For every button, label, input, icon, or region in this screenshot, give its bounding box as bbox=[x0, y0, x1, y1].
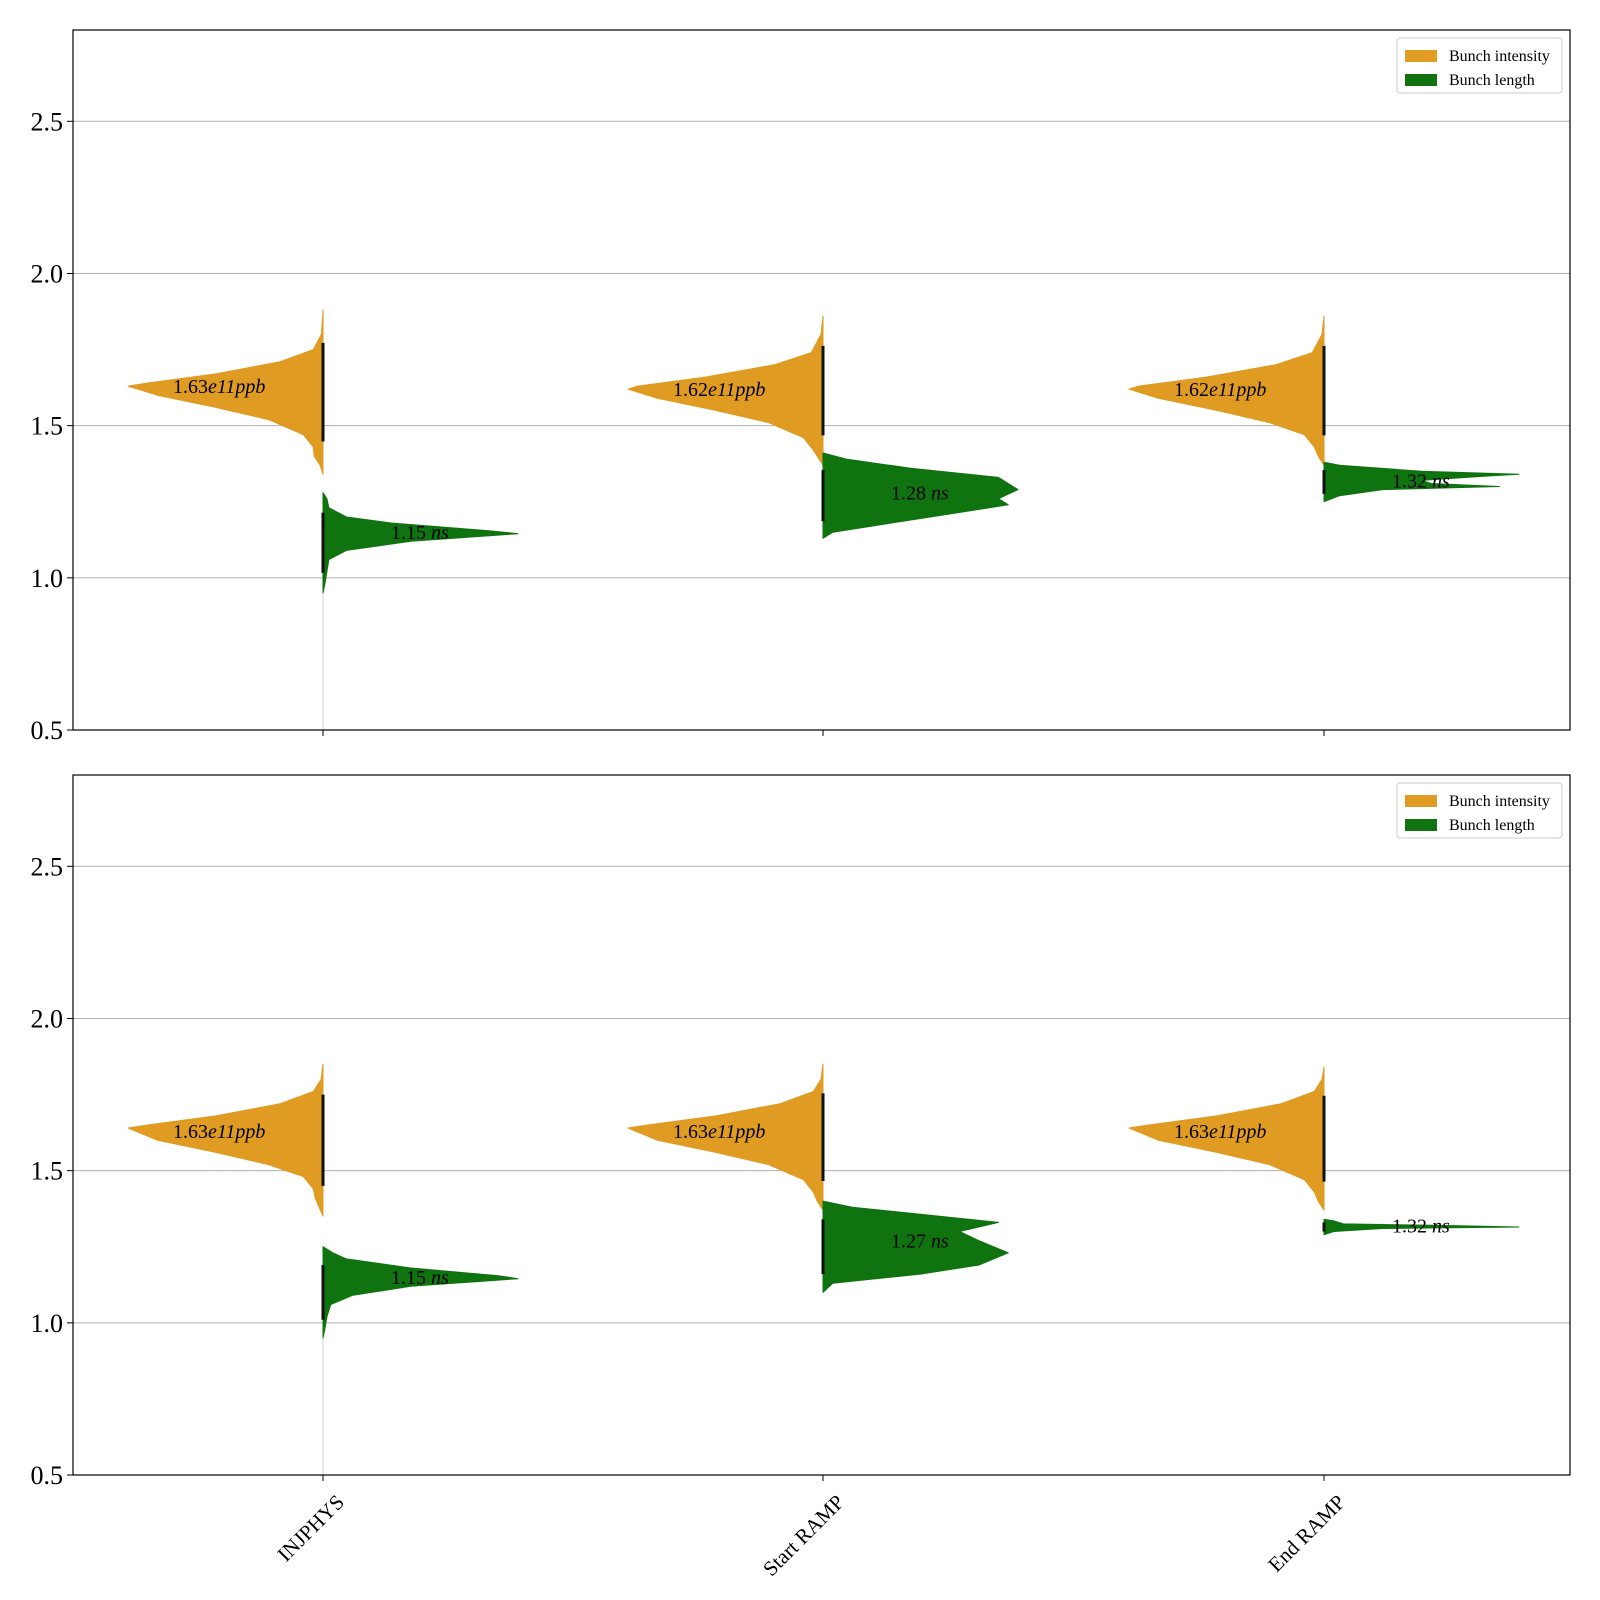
annotation-bunch-intensity-end-ramp: 1.62e11ppb bbox=[1174, 379, 1266, 401]
annotation-bunch-intensity-start-ramp: 1.62e11ppb bbox=[673, 379, 765, 401]
legend-box bbox=[1396, 37, 1563, 94]
violin-bunch-length-end-ramp bbox=[1323, 461, 1520, 503]
panel-2: 0.5 1.0 1.5 2.0 2.5 1.63e11ppb 1.63e11ppb 1.63e… bbox=[31, 774, 1571, 1581]
y-tick-label: 1.0 bbox=[31, 1309, 64, 1338]
legend-box bbox=[1396, 782, 1563, 839]
annotation-bunch-intensity-end-ramp: 1.63e11ppb bbox=[1174, 1121, 1266, 1143]
legend-label-bunch-length: Bunch length bbox=[1449, 817, 1535, 834]
y-tick-label: 2.0 bbox=[31, 1004, 64, 1033]
violin-bunch-intensity-end-ramp bbox=[1128, 1066, 1325, 1211]
axes-frame bbox=[72, 774, 1571, 1476]
y-tick-label: 1.5 bbox=[31, 412, 64, 441]
violin-bunch-intensity-start-ramp bbox=[627, 315, 824, 466]
annotation-bunch-length-start-ramp: 1.27 ns bbox=[891, 1231, 949, 1253]
legend-label-bunch-intensity: Bunch intensity bbox=[1449, 48, 1550, 65]
legend-swatch-bunch-length bbox=[1405, 819, 1437, 831]
annotation-bunch-length-end-ramp: 1.32 ns bbox=[1392, 470, 1450, 492]
y-tick-label: 2.0 bbox=[31, 259, 64, 288]
legend-swatch-bunch-length bbox=[1405, 74, 1437, 86]
y-tick-label: 0.5 bbox=[31, 716, 64, 745]
violin-bunch-length-start-ramp bbox=[822, 452, 1019, 539]
y-tick-label: 1.5 bbox=[31, 1157, 64, 1186]
violin-bunch-intensity-end-ramp bbox=[1128, 315, 1325, 466]
annotation-bunch-length-injphys: 1.15 ns bbox=[391, 522, 449, 544]
violin-bunch-intensity-injphys bbox=[127, 1063, 324, 1217]
legend: Bunch intensity Bunch length bbox=[1396, 782, 1563, 839]
y-tick-label: 1.0 bbox=[31, 564, 64, 593]
x-tick-label-end-ramp: End RAMP bbox=[1263, 1490, 1350, 1577]
legend-label-bunch-intensity: Bunch intensity bbox=[1449, 793, 1550, 810]
violin-bunch-intensity-start-ramp bbox=[627, 1063, 824, 1211]
legend-label-bunch-length: Bunch length bbox=[1449, 72, 1535, 89]
y-tick-label: 2.5 bbox=[31, 107, 64, 136]
annotation-bunch-length-start-ramp: 1.28 ns bbox=[891, 483, 949, 505]
violin-bunch-length-end-ramp bbox=[1323, 1218, 1520, 1236]
violin-bunch-length-injphys bbox=[322, 492, 519, 594]
x-tick-label-injphys: INJPHYS bbox=[273, 1490, 349, 1566]
annotation-bunch-length-injphys: 1.15 ns bbox=[391, 1267, 449, 1289]
annotation-bunch-length-end-ramp: 1.32 ns bbox=[1392, 1215, 1450, 1237]
annotation-bunch-intensity-start-ramp: 1.63e11ppb bbox=[673, 1121, 765, 1143]
annotation-bunch-intensity-injphys: 1.63e11ppb bbox=[173, 376, 265, 398]
violin-bunch-length-start-ramp bbox=[822, 1200, 1009, 1293]
y-tick-label: 0.5 bbox=[31, 1461, 64, 1490]
legend-swatch-bunch-intensity bbox=[1405, 50, 1437, 62]
panel-1: 0.5 1.0 1.5 2.0 2.5 1.63e11ppb 1.62e11ppb 1.62e… bbox=[31, 29, 1571, 745]
axes-frame bbox=[72, 29, 1571, 731]
legend: Bunch intensity Bunch length bbox=[1396, 37, 1563, 94]
legend-swatch-bunch-intensity bbox=[1405, 795, 1437, 807]
annotation-bunch-intensity-injphys: 1.63e11ppb bbox=[173, 1121, 265, 1143]
violin-bunch-intensity-injphys bbox=[127, 309, 324, 475]
violin-bunch-length-injphys bbox=[322, 1246, 519, 1339]
y-tick-label: 2.5 bbox=[31, 852, 64, 881]
x-tick-label-start-ramp: Start RAMP bbox=[758, 1490, 849, 1581]
